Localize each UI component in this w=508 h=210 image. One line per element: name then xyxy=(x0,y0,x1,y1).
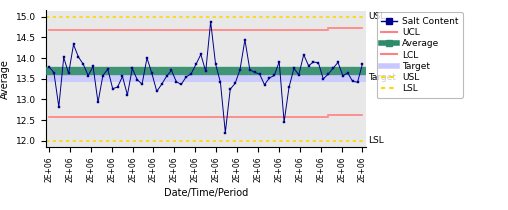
X-axis label: Date/Time/Period: Date/Time/Period xyxy=(164,188,248,198)
Text: LSL: LSL xyxy=(368,136,384,145)
Legend: Salt Content, UCL, Average, LCL, Target, USL, LSL: Salt Content, UCL, Average, LCL, Target,… xyxy=(376,12,463,98)
Text: Target: Target xyxy=(368,74,396,82)
Y-axis label: Average: Average xyxy=(1,59,10,99)
Text: USL: USL xyxy=(368,12,386,21)
